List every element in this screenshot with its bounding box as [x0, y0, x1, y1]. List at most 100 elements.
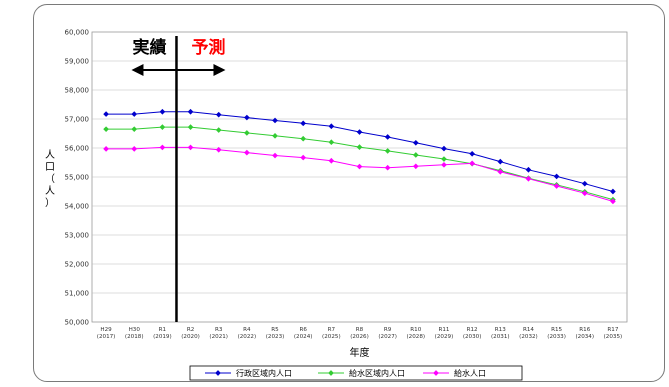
data-point — [357, 144, 363, 150]
x-tick-label-year: (2019) — [153, 334, 172, 340]
x-tick-label: R12 — [467, 327, 478, 333]
y-tick-label: 57,000 — [65, 116, 90, 124]
data-point — [160, 124, 166, 130]
y-tick-label: 54,000 — [65, 203, 90, 211]
x-tick-label-year: (2030) — [463, 334, 482, 340]
data-point — [469, 161, 475, 167]
data-point — [441, 156, 447, 162]
y-tick-label: 52,000 — [65, 261, 90, 269]
x-tick-label: R15 — [551, 327, 562, 333]
data-point — [554, 174, 560, 180]
x-axis-label: 年度 — [350, 346, 370, 359]
legend-label: 給水区域内人口 — [349, 368, 405, 378]
x-tick-label: R3 — [215, 327, 223, 333]
x-tick-label: R4 — [243, 327, 251, 333]
x-tick-label-year: (2017) — [97, 334, 116, 340]
data-point — [413, 152, 419, 158]
data-point — [357, 164, 363, 170]
x-tick-label: R8 — [356, 327, 364, 333]
x-tick-label-year: (2018) — [125, 334, 144, 340]
x-tick-label: R9 — [384, 327, 392, 333]
annotations: 実績 予測 — [131, 36, 225, 322]
data-point — [413, 163, 419, 169]
x-tick-label-year: (2028) — [407, 334, 426, 340]
y-axis-label: 人口（人） — [45, 149, 55, 209]
y-tick-label: 55,000 — [65, 174, 90, 182]
data-point — [244, 150, 250, 156]
data-point — [272, 153, 278, 159]
legend-label: 行政区域内人口 — [236, 368, 292, 378]
data-point — [272, 133, 278, 139]
x-tick-label-year: (2024) — [294, 334, 313, 340]
data-point — [103, 111, 109, 117]
data-point — [103, 126, 109, 132]
arrow-left-head — [131, 64, 143, 76]
data-point — [188, 124, 194, 130]
data-point — [244, 115, 250, 121]
data-point — [300, 136, 306, 142]
data-point — [188, 145, 194, 151]
y-tick-label: 50,000 — [65, 319, 90, 327]
x-tick-label: R2 — [187, 327, 194, 333]
x-tick-label-year: (2031) — [491, 334, 510, 340]
data-point — [244, 130, 250, 136]
data-point — [131, 146, 137, 152]
x-tick-label-year: (2027) — [378, 334, 397, 340]
x-tick-label-year: (2033) — [547, 334, 566, 340]
forecast-label: 予測 — [191, 37, 225, 58]
data-point — [103, 146, 109, 152]
x-tick-label-year: (2021) — [209, 334, 228, 340]
data-point — [357, 129, 363, 135]
arrow-right-head — [213, 64, 225, 76]
y-tick-label: 60,000 — [65, 29, 90, 37]
actual-label: 実績 — [132, 37, 166, 58]
x-tick-label-year: (2023) — [266, 334, 285, 340]
data-point — [526, 167, 532, 173]
x-tick-label: R16 — [579, 327, 590, 333]
data-point — [216, 127, 222, 133]
x-tick-label-year: (2022) — [238, 334, 257, 340]
data-point — [610, 189, 616, 195]
legend: 行政区域内人口 給水区域内人口 給水人口 — [190, 366, 522, 380]
data-point — [329, 158, 335, 164]
data-point — [272, 118, 278, 124]
legend-label: 給水人口 — [454, 368, 486, 378]
x-tick-label: R10 — [410, 327, 421, 333]
x-tick-label: R5 — [271, 327, 279, 333]
x-tick-label-year: (2026) — [350, 334, 369, 340]
data-point — [441, 162, 447, 168]
data-point — [216, 112, 222, 118]
data-point — [497, 159, 503, 165]
data-point — [582, 181, 588, 187]
y-tick-label: 51,000 — [65, 290, 90, 298]
data-point — [300, 155, 306, 161]
data-point — [385, 134, 391, 140]
series-line-1 — [106, 127, 613, 200]
x-tick-label-year: (2025) — [322, 334, 341, 340]
x-tick-label: H29 — [100, 327, 112, 333]
series-lines — [103, 109, 615, 204]
x-tick-label: R14 — [523, 327, 534, 333]
x-tick-label: R13 — [495, 327, 506, 333]
series-line-2 — [106, 147, 613, 201]
data-point — [385, 148, 391, 154]
y-tick-label: 59,000 — [65, 58, 90, 66]
data-point — [188, 109, 194, 115]
data-point — [329, 139, 335, 145]
x-tick-label-year: (2029) — [435, 334, 454, 340]
series-line-0 — [106, 112, 613, 192]
data-point — [160, 109, 166, 115]
data-point — [300, 121, 306, 127]
gridlines — [92, 61, 627, 293]
x-tick-label-year: (2020) — [181, 334, 200, 340]
data-point — [441, 146, 447, 152]
y-tick-label: 53,000 — [65, 232, 90, 240]
data-point — [413, 140, 419, 146]
data-point — [160, 145, 166, 151]
x-tick-label-year: (2035) — [604, 334, 623, 340]
data-point — [469, 151, 475, 157]
data-point — [131, 126, 137, 132]
x-tick-label-year: (2034) — [575, 334, 594, 340]
data-point — [131, 111, 137, 117]
